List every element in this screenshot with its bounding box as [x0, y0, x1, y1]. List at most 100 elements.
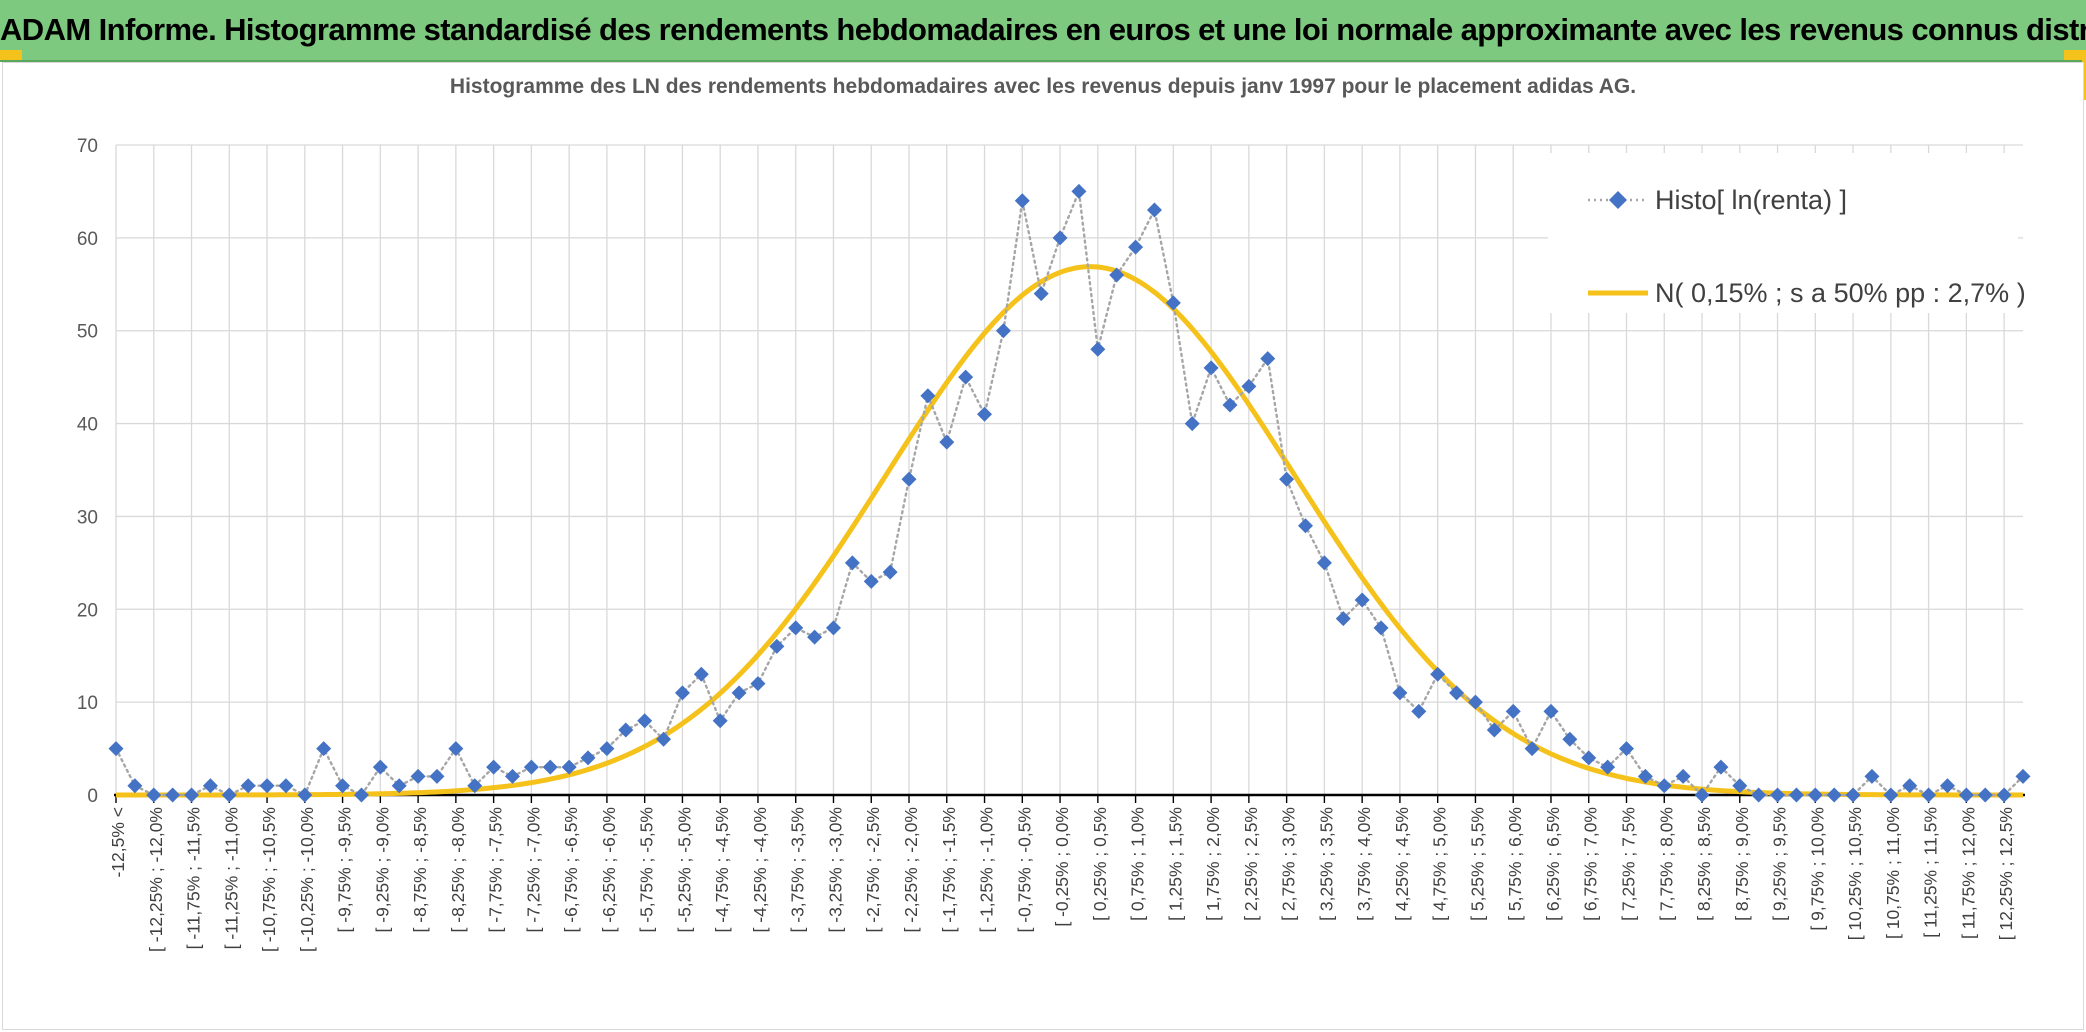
histogram-point: [1826, 787, 1842, 803]
x-tick-label: [ 11,25% ; 11,5%: [1921, 807, 1941, 938]
histogram-point: [1543, 703, 1559, 719]
x-tick-label: [ -5,75% ; -5,5%: [637, 807, 657, 932]
x-tick-label: [ 1,75% ; 2,0%: [1203, 807, 1223, 921]
x-tick-label: [ 2,75% ; 3,0%: [1279, 807, 1299, 921]
histogram-point: [769, 638, 785, 654]
histogram-point: [1316, 555, 1332, 571]
x-tick-label: [ 4,25% ; 4,5%: [1392, 807, 1412, 921]
histogram-point: [712, 713, 728, 729]
histogram-point: [1090, 341, 1106, 357]
x-tick-label: [ 10,25% ; 10,5%: [1845, 807, 1865, 940]
x-tick-label: [ -2,25% ; -2,0%: [901, 807, 921, 932]
histogram-point: [108, 741, 124, 757]
histogram-point: [618, 722, 634, 738]
x-tick-label: [ -11,25% ; -11,0%: [221, 807, 241, 949]
histogram-point: [165, 787, 181, 803]
y-tick-label: 70: [77, 136, 98, 157]
histogram-point: [1807, 787, 1823, 803]
x-tick-label: [ -9,25% ; -9,0%: [372, 807, 392, 932]
y-tick-label: 20: [77, 600, 98, 621]
histogram-point: [1864, 768, 1880, 784]
histogram-point: [1033, 286, 1049, 302]
histogram-point: [1656, 778, 1672, 794]
x-tick-label: [ 12,25% ; 12,5%: [1996, 807, 2016, 940]
x-tick-label: [ 7,25% ; 7,5%: [1618, 807, 1638, 921]
histogram-point: [882, 564, 898, 580]
histogram-point: [1902, 778, 1918, 794]
x-tick-label: [ -8,75% ; -8,5%: [410, 807, 430, 932]
x-tick-label: [ -1,75% ; -1,5%: [939, 807, 959, 932]
x-tick-label: [ -4,75% ; -4,5%: [712, 807, 732, 932]
x-tick-label: [ 7,75% ; 8,0%: [1656, 807, 1676, 921]
y-tick-label: 50: [77, 322, 98, 343]
histogram-point: [1128, 239, 1144, 255]
x-tick-label: [ -1,25% ; -1,0%: [977, 807, 997, 932]
legend-box: [1548, 153, 2018, 313]
histogram-point: [1618, 741, 1634, 757]
x-tick-label: [ -5,25% ; -5,0%: [674, 807, 694, 932]
histogram-point: [1241, 378, 1257, 394]
accent-corner-right: [2064, 50, 2086, 60]
histogram-point: [1524, 741, 1540, 757]
accent-side-right: [2082, 60, 2086, 100]
x-tick-label: [ -3,25% ; -3,0%: [825, 807, 845, 932]
histogram-point: [1354, 592, 1370, 608]
histogram-point: [1222, 397, 1238, 413]
x-tick-label: [ -6,25% ; -6,0%: [599, 807, 619, 932]
x-tick-label: [ 6,25% ; 6,5%: [1543, 807, 1563, 921]
histogram-point: [353, 787, 369, 803]
y-tick-label: 40: [77, 415, 98, 436]
x-tick-label: [ 8,75% ; 9,0%: [1732, 807, 1752, 921]
histogram-point: [1335, 611, 1351, 627]
histogram-point: [750, 676, 766, 692]
histogram-point: [1713, 759, 1729, 775]
histogram-point: [259, 778, 275, 794]
histogram-point: [1958, 787, 1974, 803]
histogram-point: [674, 685, 690, 701]
histogram-point: [372, 759, 388, 775]
x-tick-label: [ 10,75% ; 11,0%: [1883, 807, 1903, 939]
histogram-point: [1770, 787, 1786, 803]
x-tick-label: [ -12,25% ; -12,0%: [146, 807, 166, 952]
histogram-point: [1260, 351, 1276, 367]
x-tick-label: [ -4,25% ; -4,0%: [750, 807, 770, 932]
x-tick-label: [ 9,75% ; 10,0%: [1807, 807, 1827, 931]
histogram-point: [788, 620, 804, 636]
histogram-point: [335, 778, 351, 794]
x-tick-label: [ 4,75% ; 5,0%: [1430, 807, 1450, 921]
histogram-point: [1883, 787, 1899, 803]
histogram-point: [127, 778, 143, 794]
legend-normal-label: N( 0,15% ; s a 50% pp : 2,7% ): [1655, 278, 2026, 308]
x-tick-label: [ -3,75% ; -3,5%: [788, 807, 808, 932]
histogram-point: [1562, 731, 1578, 747]
x-tick-label: [ -10,25% ; -10,0%: [297, 807, 317, 952]
histogram-point: [1788, 787, 1804, 803]
histogram-point: [523, 759, 539, 775]
x-tick-label: [ 0,25% ; 0,5%: [1090, 807, 1110, 921]
histogram-point: [958, 369, 974, 385]
histogram-point: [1675, 768, 1691, 784]
histogram-point: [1146, 202, 1162, 218]
histogram-point: [656, 731, 672, 747]
histogram-point: [1052, 230, 1068, 246]
chart-area: Histogramme des LN des rendements hebdom…: [2, 62, 2084, 1030]
histogram-point: [1449, 685, 1465, 701]
histogram-point: [1203, 360, 1219, 376]
histogram-point: [1845, 787, 1861, 803]
histogram-point: [920, 388, 936, 404]
histogram-point: [825, 620, 841, 636]
report-title: ADAM Informe. Histogramme standardisé de…: [0, 12, 2086, 47]
histogram-point: [2015, 768, 2031, 784]
x-tick-label: [ -0,75% ; -0,5%: [1014, 807, 1034, 932]
histogram-point: [901, 471, 917, 487]
histogram-point: [1373, 620, 1389, 636]
histogram-point: [221, 787, 237, 803]
y-tick-label: 30: [77, 507, 98, 528]
histogram-point: [1996, 787, 2012, 803]
x-tick-label: [ 2,25% ; 2,5%: [1241, 807, 1261, 921]
histogram-point: [1392, 685, 1408, 701]
histogram-point: [1014, 193, 1030, 209]
histogram-point: [1939, 778, 1955, 794]
histogram-point: [1184, 416, 1200, 432]
legend-histo-label: Histo[ ln(renta) ]: [1655, 185, 1847, 215]
